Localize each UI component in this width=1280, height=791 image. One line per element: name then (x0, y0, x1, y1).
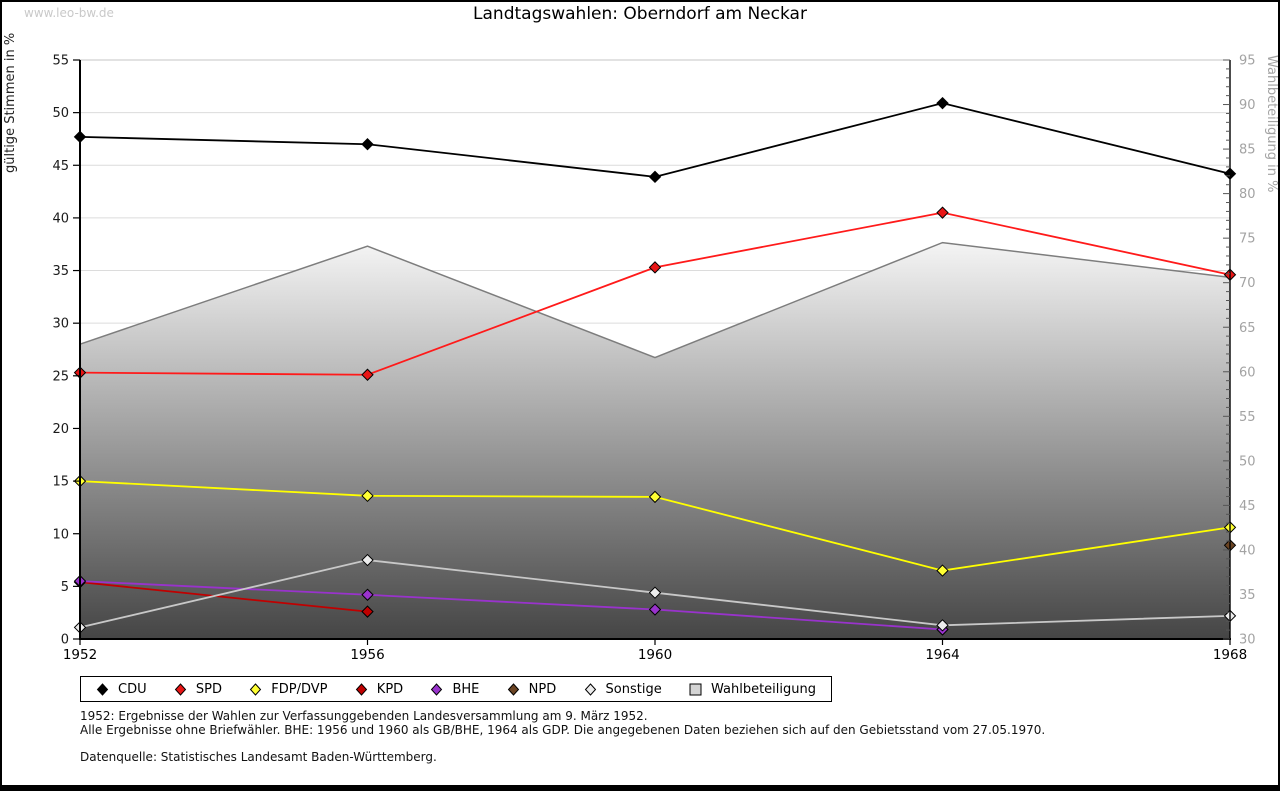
svg-text:70: 70 (1239, 276, 1256, 291)
svg-text:10: 10 (52, 527, 69, 542)
diamond-marker-icon (174, 682, 187, 696)
series-bhe (73, 574, 949, 636)
svg-text:55: 55 (1239, 410, 1256, 425)
data-point-marker (361, 138, 374, 151)
diamond-marker-icon (507, 682, 519, 696)
legend-item-wahlbeteiligung: Wahlbeteiligung (689, 682, 816, 697)
svg-text:35: 35 (1239, 588, 1256, 603)
diamond-marker-icon (96, 682, 109, 696)
election-line-chart: 0 5 10 15 20 25 30 35 40 45 50 55 30 35 40 45 50 55 60 65 70… (3, 33, 1279, 663)
svg-text:45: 45 (1239, 499, 1256, 514)
legend-item-fdp-dvp: FDP/DVP (249, 681, 328, 697)
data-point-marker (648, 261, 662, 274)
legend-label: NPD (528, 681, 557, 697)
data-point-marker (361, 588, 374, 601)
diamond-marker-icon (250, 682, 262, 696)
data-point-marker (361, 605, 374, 618)
svg-text:30: 30 (52, 317, 69, 332)
left-axis-title: gültige Stimmen in % (3, 33, 18, 173)
diamond-marker-icon (355, 682, 367, 696)
footnote-line-1: 1952: Ergebnisse der Wahlen zur Verfassu… (80, 709, 648, 723)
svg-text:85: 85 (1239, 143, 1256, 158)
footnotes: 1952: Ergebnisse der Wahlen zur Verfassu… (80, 709, 1045, 764)
data-point-marker (361, 489, 374, 503)
legend-item-sonstige: Sonstige (584, 682, 662, 697)
footnote-line-2: Alle Ergebnisse ohne Briefwähler. BHE: 1… (80, 723, 1046, 737)
svg-text:1968: 1968 (1213, 647, 1247, 663)
legend-label: SPD (195, 681, 222, 697)
data-point-marker (361, 368, 374, 381)
data-point-marker (936, 206, 949, 219)
svg-text:40: 40 (52, 211, 69, 226)
svg-text:35: 35 (52, 264, 69, 279)
chart-legend: CDU SPD FDP/DVP KPD BHE NPD Sonstige Wahlbeteil… (80, 676, 832, 702)
data-point-marker (648, 603, 662, 616)
legend-item-kpd: KPD (355, 682, 403, 697)
site-watermark: www.leo-bw.de (24, 6, 114, 20)
diamond-marker-icon (584, 682, 596, 696)
turnout-area-series (79, 241, 1231, 639)
svg-text:0: 0 (61, 633, 69, 648)
svg-text:5: 5 (61, 580, 69, 595)
data-point-marker (648, 586, 662, 599)
svg-text:15: 15 (52, 475, 69, 490)
legend-label: FDP/DVP (271, 681, 328, 697)
chart-title: Landtagswahlen: Oberndorf am Neckar (473, 4, 807, 24)
legend-item-cdu: CDU (96, 682, 147, 697)
svg-text:30: 30 (1239, 633, 1256, 648)
svg-text:50: 50 (1239, 454, 1256, 469)
svg-text:1952: 1952 (63, 647, 97, 663)
svg-text:55: 55 (52, 54, 69, 69)
series-sonstige (73, 553, 1237, 634)
legend-label: Wahlbeteiligung (710, 681, 816, 697)
svg-text:20: 20 (52, 422, 69, 437)
data-point-marker (648, 170, 662, 184)
svg-text:45: 45 (52, 159, 69, 174)
svg-text:95: 95 (1239, 54, 1256, 69)
svg-text:65: 65 (1239, 321, 1256, 336)
svg-text:80: 80 (1239, 187, 1256, 202)
svg-text:60: 60 (1239, 365, 1256, 380)
svg-text:50: 50 (52, 106, 69, 121)
data-point-marker (936, 96, 949, 110)
svg-text:25: 25 (52, 369, 69, 384)
legend-label: BHE (452, 681, 480, 697)
data-point-marker (361, 553, 374, 567)
svg-text:1960: 1960 (638, 647, 672, 663)
data-point-marker (648, 490, 662, 504)
svg-text:1956: 1956 (350, 647, 384, 663)
x-axis-ticks: 1952 1956 1960 1964 1968 (63, 639, 1247, 663)
legend-label: Sonstige (605, 681, 662, 697)
legend-label: CDU (118, 681, 147, 697)
data-point-marker (936, 564, 949, 577)
svg-text:1964: 1964 (925, 647, 959, 663)
svg-text:75: 75 (1239, 232, 1256, 247)
legend-label: KPD (376, 681, 404, 697)
data-point-marker (936, 619, 949, 632)
area-swatch-icon (689, 683, 702, 695)
legend-item-npd: NPD (507, 681, 557, 697)
svg-text:90: 90 (1239, 98, 1256, 113)
left-axis-ticks: 0 5 10 15 20 25 30 35 40 45 50 55 (52, 54, 80, 648)
right-axis-title: Wahlbeteiligung in % (1264, 55, 1279, 192)
diamond-marker-icon (431, 682, 443, 696)
right-axis-ticks: 30 35 40 45 50 55 60 65 70 75 80 85 90 95 (1223, 54, 1256, 648)
legend-item-bhe: BHE (430, 682, 479, 697)
legend-item-spd: SPD (174, 682, 222, 697)
svg-text:40: 40 (1239, 543, 1256, 558)
footnote-source: Datenquelle: Statistisches Landesamt Bad… (80, 750, 437, 764)
